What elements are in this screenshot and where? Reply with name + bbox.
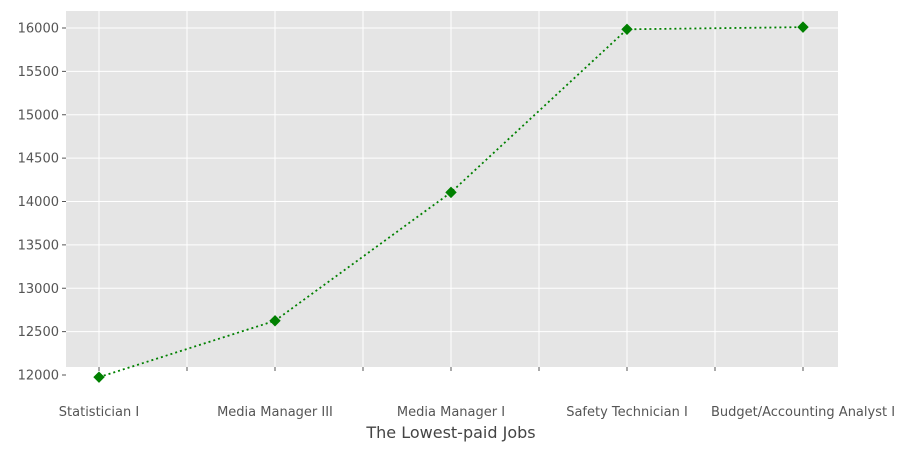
x-tick-label: Statistician I [59,405,139,420]
x-tick-label: Media Manager I [397,405,505,420]
y-tick-label: 15000 [18,108,59,123]
y-tick-label: 13000 [18,282,59,297]
y-tick-label: 13500 [18,238,59,253]
y-tick-label: 12500 [18,325,59,340]
y-tick-label: 16000 [18,22,59,37]
y-tick-label: 14000 [18,195,59,210]
x-axis-label: The Lowest-paid Jobs [365,423,535,442]
y-tick-label: 15500 [18,65,59,80]
x-tick-label: Budget/Accounting Analyst I [711,405,895,420]
y-tick-label: 12000 [18,369,59,384]
x-tick-label: Media Manager III [217,405,333,420]
x-tick-label: Safety Technician I [566,405,688,420]
y-tick-label: 14500 [18,152,59,167]
data-point-marker [94,372,104,382]
y-axis-ticks: 12000 12500 13000 13500 14000 14500 15000 15500… [18,22,66,384]
